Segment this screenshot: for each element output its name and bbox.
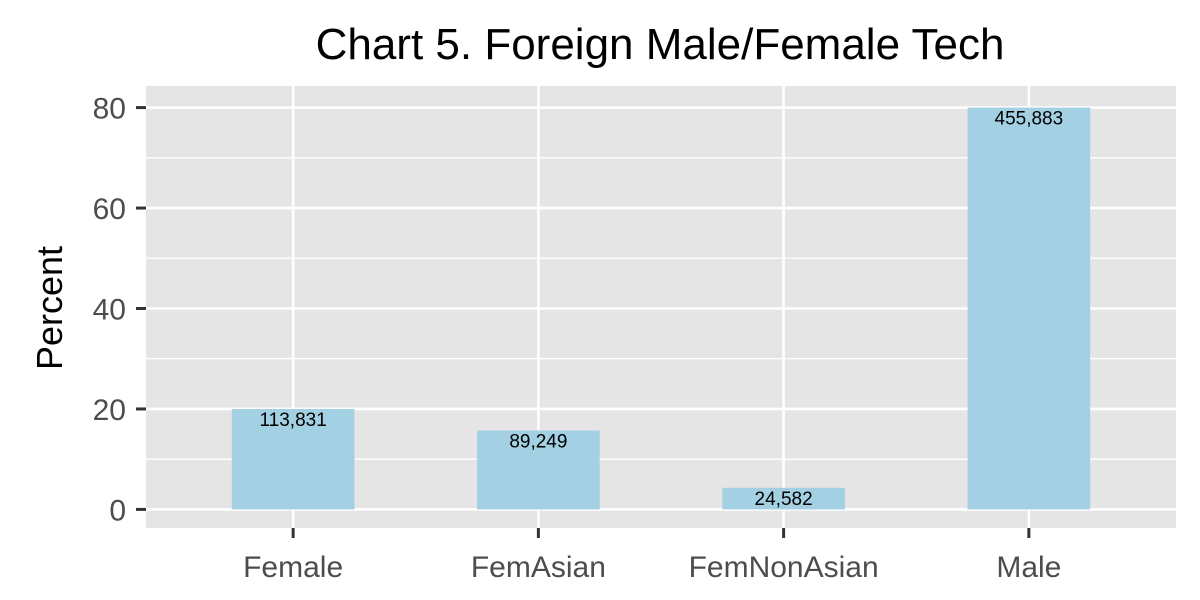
bars: 113,831 89,249 24,582 455,883: [231, 107, 1091, 510]
x-tick-label: FemAsian: [471, 551, 606, 584]
bar: [231, 408, 355, 510]
axes: 0 20 40 60 80 Female FemAsian FemNonAsian Male: [93, 93, 1062, 584]
x-tick-label: Female: [243, 551, 343, 584]
chart-title: Chart 5. Foreign Male/Female Tech: [316, 20, 1005, 69]
bar-value-label: 24,582: [755, 489, 813, 510]
x-tick-label: FemNonAsian: [689, 551, 879, 584]
y-tick-label: 60: [93, 193, 126, 226]
y-tick-label: 20: [93, 394, 126, 427]
y-tick-label: 0: [109, 494, 126, 527]
bar-value-label: 113,831: [260, 410, 327, 431]
y-axis-label: Percent: [29, 246, 70, 370]
bar-value-label: 89,249: [509, 432, 567, 453]
bar: [722, 487, 845, 510]
bar: [477, 430, 600, 510]
bar-value-label: 455,883: [995, 109, 1064, 130]
bar: [967, 107, 1091, 510]
x-tick-label: Male: [996, 551, 1061, 584]
y-tick-label: 40: [93, 294, 126, 327]
y-tick-label: 80: [93, 93, 126, 126]
